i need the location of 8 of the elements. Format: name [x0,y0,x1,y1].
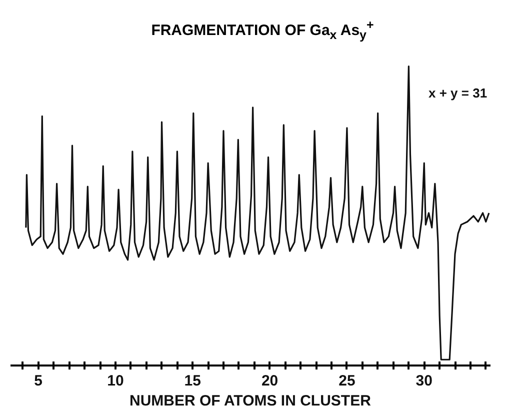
x-tick-label: 5 [34,372,42,390]
x-axis-title: NUMBER OF ATOMS IN CLUSTER [130,392,372,408]
annotation: x + y = 31 [428,86,488,100]
x-tick-label: 10 [107,372,124,390]
x-tick-label: 20 [261,372,278,390]
x-tick-label: 30 [416,372,432,390]
x-tick-label: 15 [184,372,201,390]
x-tick-label: 25 [338,372,356,390]
